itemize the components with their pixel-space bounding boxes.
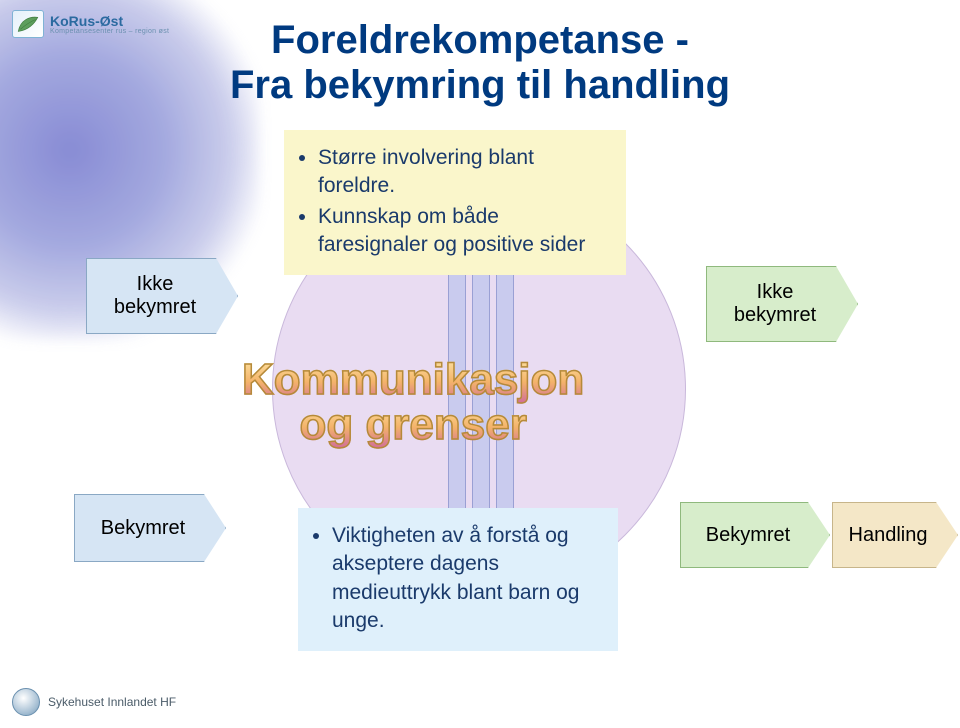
tag-handling: Handling	[832, 502, 958, 568]
panel-yellow: Større involvering blant foreldre. Kunns…	[284, 130, 626, 275]
slide-stage: KoRus-Øst Kompetansesenter rus – region …	[0, 0, 960, 728]
panel-lightblue-list: Viktigheten av å forstå og akseptere dag…	[310, 522, 604, 635]
tag-label: Handling	[849, 524, 928, 547]
slide-title: Foreldrekompetanse - Fra bekymring til h…	[0, 18, 960, 108]
panel-yellow-list: Større involvering blant foreldre. Kunns…	[296, 144, 612, 259]
tag-label: Bekymret	[706, 524, 790, 547]
logo-sykehuset-innlandet: Sykehuset Innlandet HF	[12, 688, 176, 716]
tag-label-line: Ikke	[114, 273, 196, 296]
tag-ikke-bekymret-left: Ikke bekymret	[86, 258, 238, 334]
title-line-2: Fra bekymring til handling	[0, 63, 960, 108]
tag-label-line: bekymret	[114, 296, 196, 319]
logo-bottom-text: Sykehuset Innlandet HF	[48, 695, 176, 709]
tag-label-line: bekymret	[734, 304, 816, 327]
wordart-line-2: og grenser	[299, 400, 526, 449]
tag-label-line: Ikke	[734, 281, 816, 304]
title-line-1: Foreldrekompetanse -	[0, 18, 960, 63]
tag-label: Bekymret	[101, 517, 185, 540]
bullet-item: Større involvering blant foreldre.	[318, 144, 612, 201]
tag-ikke-bekymret-right: Ikke bekymret	[706, 266, 858, 342]
bullet-item: Viktigheten av å forstå og akseptere dag…	[332, 522, 604, 635]
tag-bekymret-right: Bekymret	[680, 502, 830, 568]
bullet-item: Kunnskap om både faresignaler og positiv…	[318, 203, 612, 260]
wordart-kommunikasjon: Kommunikasjon og grenser	[242, 358, 584, 448]
seal-icon	[12, 688, 40, 716]
wordart-line-1: Kommunikasjon	[242, 355, 584, 404]
tag-bekymret-left: Bekymret	[74, 494, 226, 562]
panel-lightblue: Viktigheten av å forstå og akseptere dag…	[298, 508, 618, 651]
